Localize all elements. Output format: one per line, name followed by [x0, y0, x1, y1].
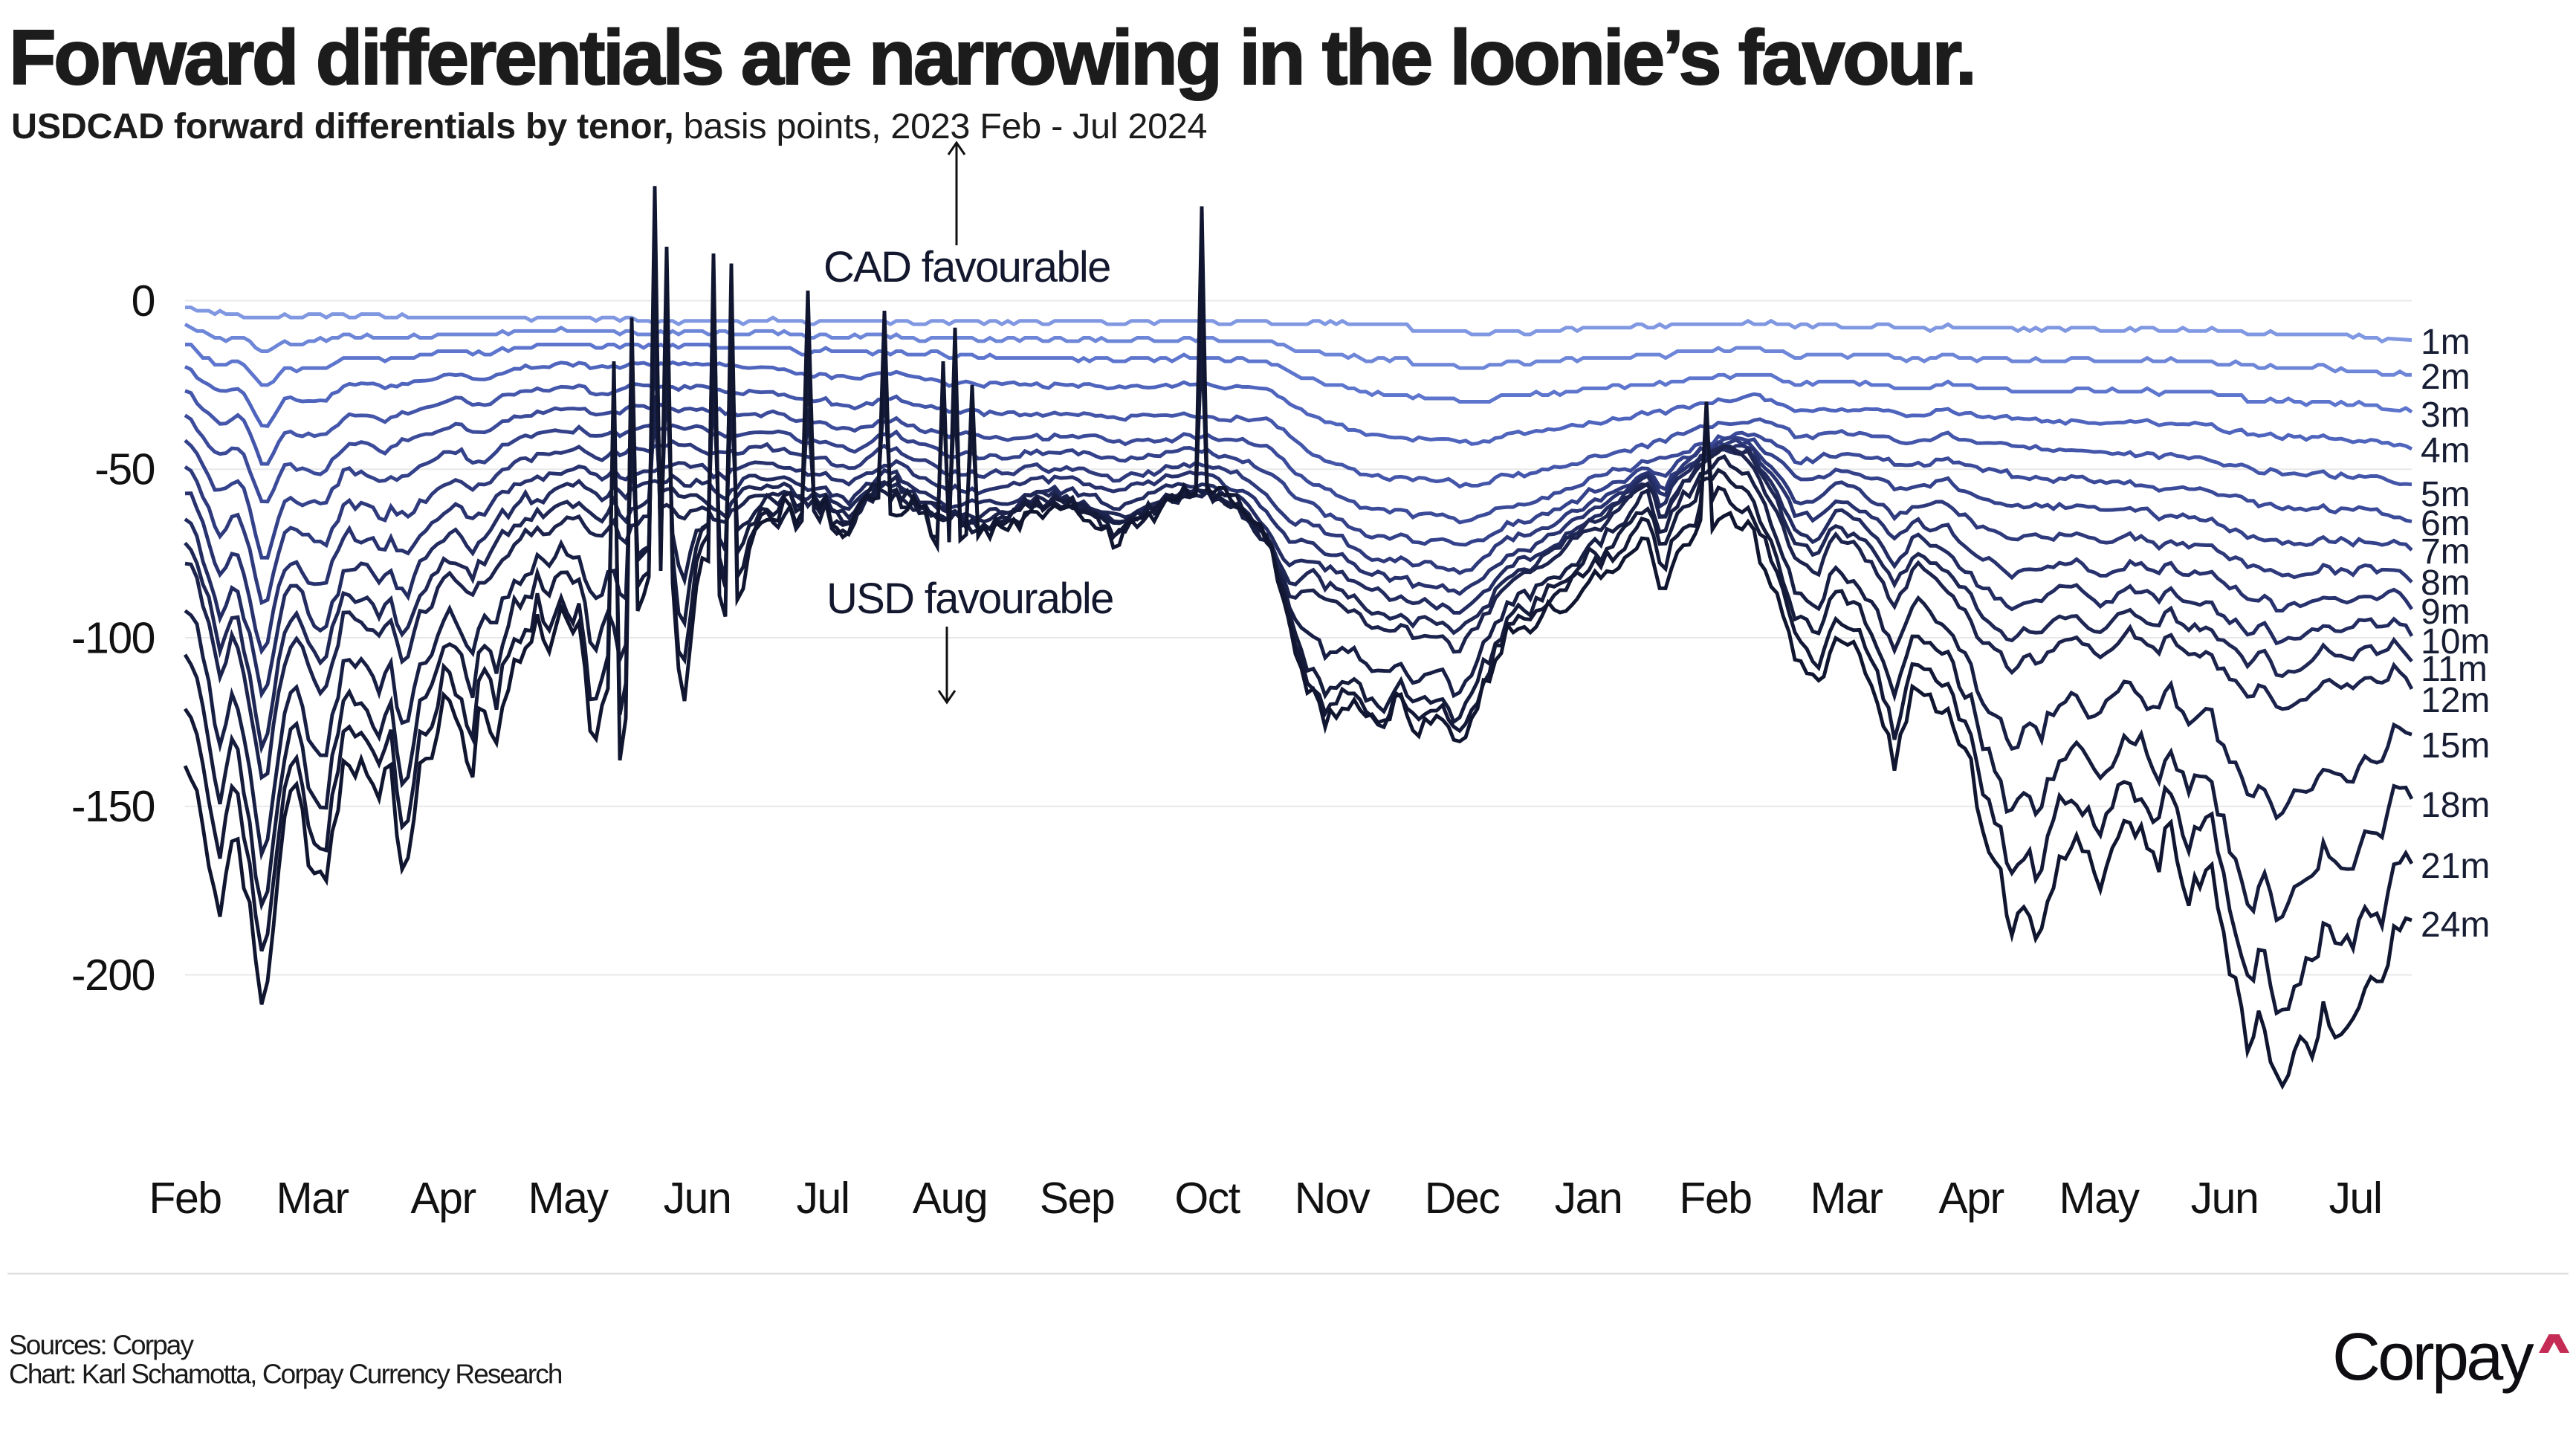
svg-text:Sources: Corpay: Sources: Corpay	[9, 1330, 194, 1360]
svg-text:Sep: Sep	[1040, 1174, 1114, 1223]
svg-text:12m: 12m	[2421, 681, 2490, 720]
svg-text:Jan: Jan	[1555, 1174, 1622, 1223]
svg-text:Corpay: Corpay	[2332, 1320, 2534, 1394]
svg-text:2m: 2m	[2421, 358, 2470, 397]
svg-text:Jun: Jun	[664, 1174, 731, 1223]
svg-text:May: May	[2059, 1174, 2140, 1223]
svg-text:Forward differentials are narr: Forward differentials are narrowing in t…	[9, 15, 1975, 101]
svg-text:Dec: Dec	[1425, 1174, 1499, 1223]
svg-text:18m: 18m	[2421, 786, 2490, 825]
svg-text:5m: 5m	[2421, 475, 2470, 514]
svg-text:Oct: Oct	[1174, 1174, 1240, 1223]
svg-text:Apr: Apr	[1938, 1174, 2004, 1223]
svg-text:-150: -150	[71, 782, 155, 831]
svg-text:-50: -50	[94, 445, 155, 494]
svg-text:24m: 24m	[2421, 905, 2490, 945]
svg-text:8m: 8m	[2421, 563, 2470, 603]
svg-text:Aug: Aug	[913, 1174, 987, 1223]
svg-text:USD favourable: USD favourable	[826, 575, 1113, 623]
svg-text:Jun: Jun	[2191, 1174, 2259, 1223]
svg-text:May: May	[528, 1174, 609, 1223]
svg-text:10m: 10m	[2421, 622, 2490, 662]
svg-text:CAD favourable: CAD favourable	[823, 243, 1110, 291]
svg-text:-200: -200	[71, 951, 155, 1000]
svg-text:15m: 15m	[2421, 726, 2490, 766]
svg-text:USDCAD forward differentials b: USDCAD forward differentials by tenor, b…	[11, 106, 1207, 146]
svg-text:21m: 21m	[2421, 847, 2490, 886]
svg-text:Feb: Feb	[1679, 1174, 1751, 1223]
svg-text:11m: 11m	[2421, 650, 2488, 689]
svg-text:6m: 6m	[2421, 504, 2470, 543]
svg-text:Apr: Apr	[410, 1174, 476, 1223]
svg-text:9m: 9m	[2421, 592, 2470, 632]
svg-text:0: 0	[132, 277, 155, 326]
svg-text:Jul: Jul	[797, 1174, 850, 1223]
svg-text:Nov: Nov	[1295, 1174, 1370, 1223]
svg-text:4m: 4m	[2421, 431, 2470, 471]
svg-text:Jul: Jul	[2329, 1174, 2382, 1223]
svg-text:1m: 1m	[2421, 323, 2470, 362]
svg-text:-100: -100	[71, 613, 155, 662]
svg-text:Chart: Karl Schamotta, Corpay: Chart: Karl Schamotta, Corpay Currency R…	[9, 1359, 562, 1389]
svg-text:3m: 3m	[2421, 395, 2470, 435]
svg-text:Feb: Feb	[149, 1174, 221, 1223]
svg-text:Mar: Mar	[276, 1174, 349, 1223]
svg-text:7m: 7m	[2421, 532, 2470, 572]
svg-text:Mar: Mar	[1810, 1174, 1883, 1223]
